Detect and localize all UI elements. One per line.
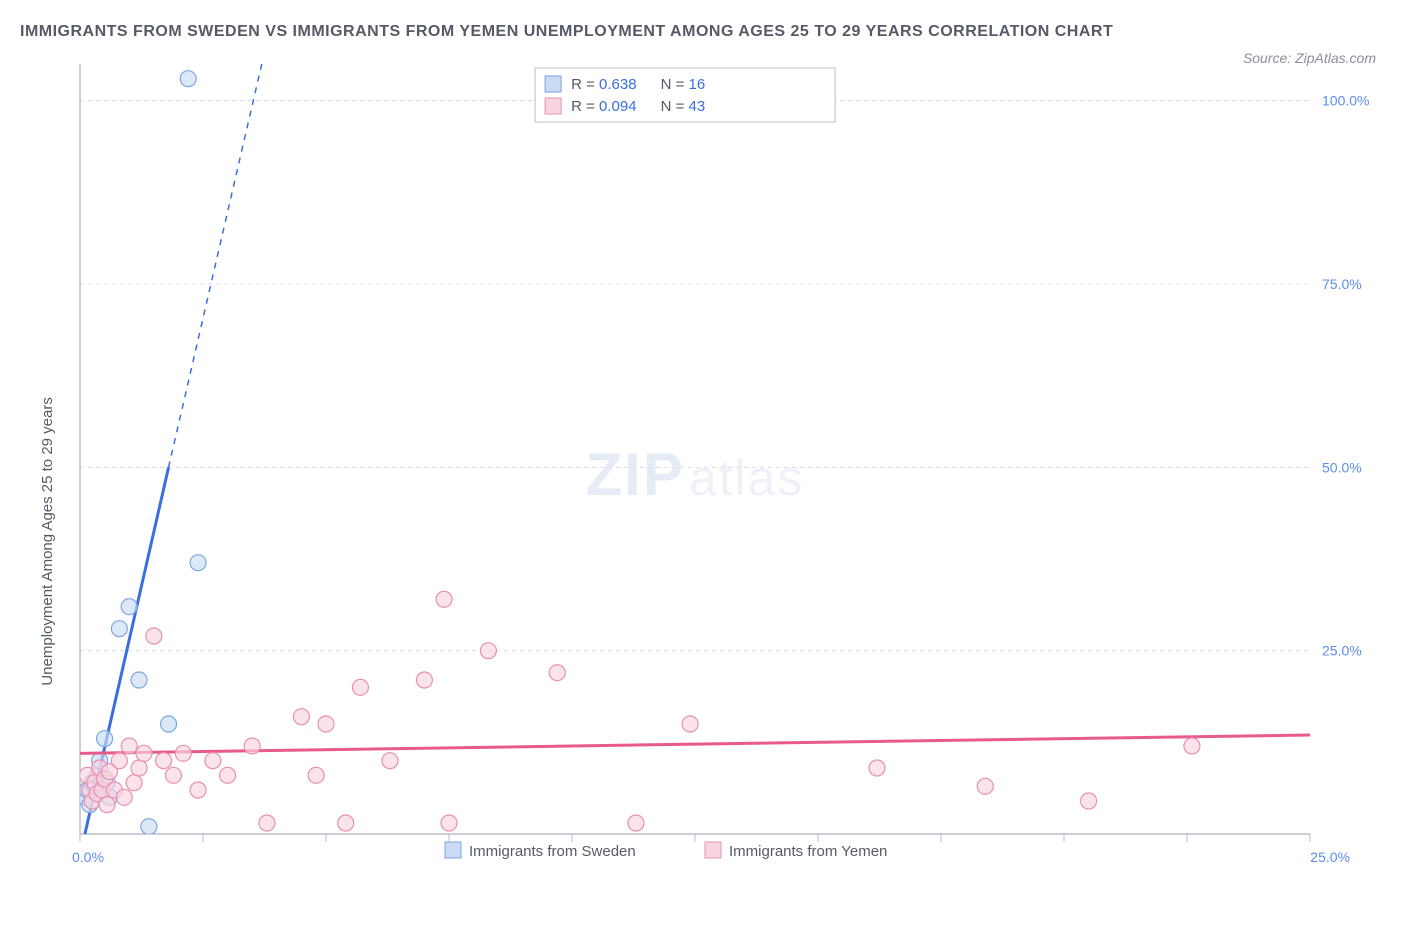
svg-text:0.0%: 0.0% xyxy=(72,849,104,865)
svg-text:ZIPatlas: ZIPatlas xyxy=(586,441,805,508)
svg-text:50.0%: 50.0% xyxy=(1322,459,1362,475)
svg-text:25.0%: 25.0% xyxy=(1322,643,1362,659)
svg-text:Unemployment Among Ages 25 to: Unemployment Among Ages 25 to 29 years xyxy=(39,397,56,686)
svg-text:100.0%: 100.0% xyxy=(1322,93,1369,109)
svg-text:75.0%: 75.0% xyxy=(1322,276,1362,292)
svg-text:Immigrants from Sweden: Immigrants from Sweden xyxy=(469,843,636,860)
svg-text:25.0%: 25.0% xyxy=(1310,849,1350,865)
scatter-chart: ZIPatlas 25.0% 50.0% 75.0% 100.0% 0.0% 25.0% Un… xyxy=(20,54,1386,894)
chart-title: IMMIGRANTS FROM SWEDEN VS IMMIGRANTS FRO… xyxy=(20,20,1120,44)
svg-text:Immigrants from Yemen: Immigrants from Yemen xyxy=(729,843,887,860)
chart-container: ZIPatlas 25.0% 50.0% 75.0% 100.0% 0.0% 25.0% Un… xyxy=(20,54,1386,894)
